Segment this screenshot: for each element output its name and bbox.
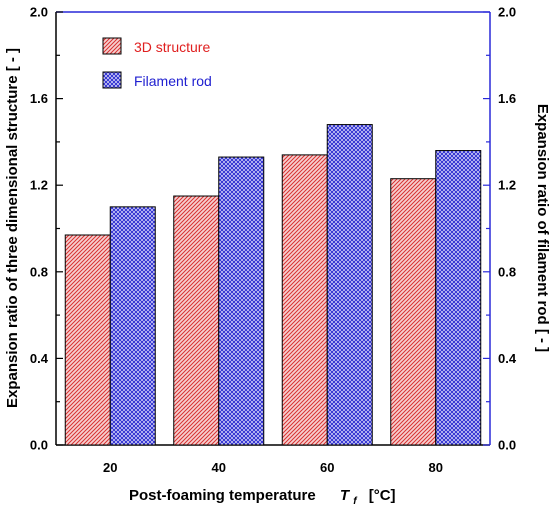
bar-3d-structure-40 [173,195,220,446]
right-y-ticks: 0.0 0.4 0.8 1.2 1.6 2.0 [483,5,517,453]
x-axis-title-text: Post-foaming temperature [129,487,316,504]
left-tick-label: 1.2 [30,178,48,193]
legend: 3D structure Filament rod [102,37,212,89]
x-axis-title-subscript: f [353,496,358,507]
left-tick-label: 0.8 [30,264,48,279]
x-axis-title: Post-foaming temperature T f [°C] [129,487,396,508]
bar-filament-rod-20 [109,206,156,446]
right-tick-label: 1.2 [498,178,516,193]
left-tick-label: 1.6 [30,91,48,106]
x-tick-labels: 20 40 60 80 [103,460,443,475]
right-y-axis-title: Expansion ratio of filament rod [ - ] [534,104,550,352]
x-tick-label: 40 [212,460,226,475]
left-tick-label: 0.4 [30,351,49,366]
bar-filament-rod-80 [435,150,482,446]
x-tick-label: 80 [429,460,443,475]
x-tick-label: 20 [103,460,117,475]
bar-3d-structure-20 [64,234,111,446]
bars [64,124,482,446]
left-y-axis-title: Expansion ratio of three dimensional str… [4,48,21,408]
bar-3d-structure-60 [281,154,328,446]
legend-label-filament-rod: Filament rod [134,73,212,89]
right-tick-label: 2.0 [498,5,516,20]
right-tick-label: 0.0 [498,438,516,453]
left-y-ticks: 0.0 0.4 0.8 1.2 1.6 2.0 [30,5,63,453]
x-axis-title-symbol: T [340,487,351,504]
x-axis-title-unit: [°C] [369,487,396,504]
legend-swatch-3d-structure [102,37,122,55]
bar-filament-rod-40 [218,156,265,446]
bar-filament-rod-60 [326,124,373,446]
x-tick-label: 60 [320,460,334,475]
legend-swatch-filament-rod [102,71,122,89]
right-tick-label: 1.6 [498,91,516,106]
right-tick-label: 0.8 [498,264,516,279]
svg-text:Post-foaming temperature: Post-foaming temperature T f [°C] [129,487,396,508]
legend-label-3d-structure: 3D structure [134,39,210,55]
bar-3d-structure-80 [390,178,437,446]
right-tick-label: 0.4 [498,351,517,366]
left-tick-label: 0.0 [30,438,48,453]
left-tick-label: 2.0 [30,5,48,20]
